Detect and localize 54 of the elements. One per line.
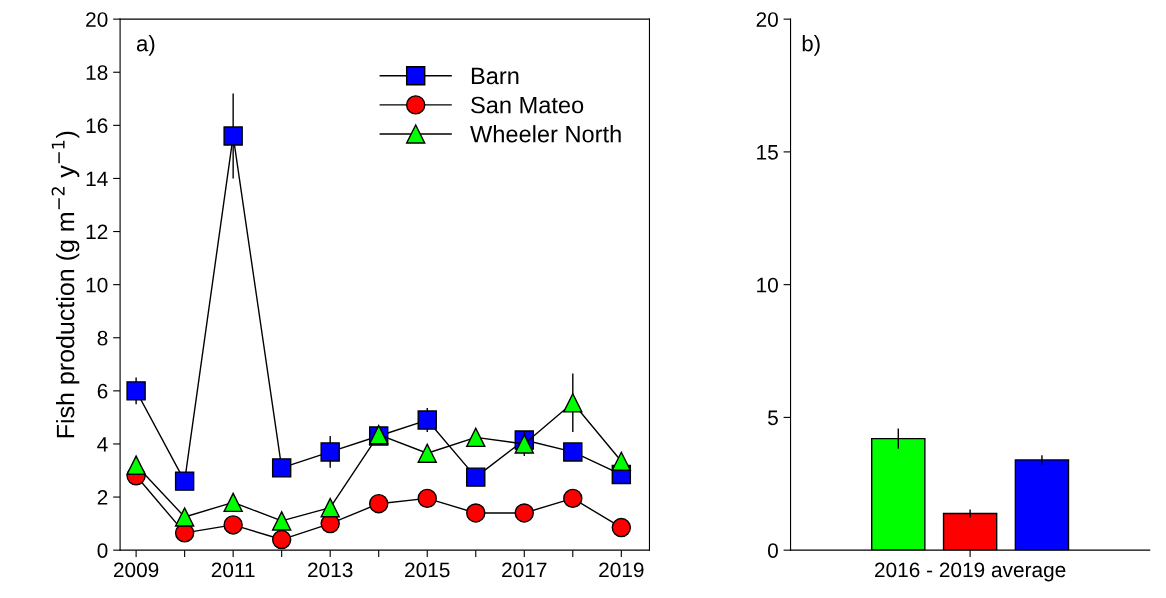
point bbox=[466, 467, 486, 487]
y-tick-label: 10 bbox=[757, 277, 778, 293]
point bbox=[271, 458, 292, 478]
point bbox=[174, 507, 195, 527]
point bbox=[320, 442, 340, 462]
point bbox=[417, 443, 437, 463]
point bbox=[611, 517, 632, 538]
y-tick-label: 20 bbox=[756, 12, 778, 27]
point bbox=[174, 471, 195, 491]
point bbox=[417, 410, 437, 430]
x-tick-label: 2015 bbox=[405, 562, 450, 578]
y-tick-label: 6 bbox=[97, 383, 108, 399]
x-tick-label: 2013 bbox=[308, 562, 353, 578]
point bbox=[126, 381, 146, 401]
y-tick-label: 4 bbox=[97, 437, 108, 452]
point bbox=[514, 503, 535, 523]
point bbox=[563, 442, 583, 462]
point bbox=[223, 492, 243, 513]
x-tick-label: 2019 bbox=[599, 562, 644, 578]
legend-label: Wheeler North bbox=[470, 125, 621, 143]
y-tick-label: 0 bbox=[97, 543, 108, 558]
text: a) bbox=[136, 35, 155, 56]
x-tick-label: 2011 bbox=[211, 562, 255, 578]
point bbox=[126, 455, 146, 475]
y-tick-label: 5 bbox=[767, 410, 778, 426]
text: b) bbox=[802, 35, 820, 56]
point bbox=[320, 497, 340, 518]
point bbox=[368, 493, 389, 514]
legend-label: Barn bbox=[471, 67, 519, 85]
legend-label: San Mateo bbox=[471, 96, 584, 114]
y-tick-label: 20 bbox=[86, 12, 108, 27]
point bbox=[223, 515, 243, 535]
point bbox=[417, 488, 437, 509]
y-tick-label: 10 bbox=[86, 277, 108, 293]
point bbox=[271, 529, 292, 550]
point bbox=[563, 393, 583, 413]
y-tick-label: 2 bbox=[97, 490, 108, 505]
point bbox=[563, 488, 583, 509]
point bbox=[611, 451, 632, 471]
y-tick-label: 0 bbox=[767, 543, 778, 558]
point bbox=[271, 511, 292, 531]
point bbox=[466, 427, 486, 448]
x-tick-label: 2009 bbox=[113, 562, 159, 578]
x-tick-label: 2016 - 2019 average bbox=[875, 562, 1066, 582]
y-axis-title: Fish production (g m$^{−2}$ y$^{−1}$) bbox=[51, 131, 80, 438]
y-tick-label: 16 bbox=[86, 118, 108, 134]
y-tick-label: 18 bbox=[86, 65, 108, 80]
y-tick-label: 8 bbox=[97, 330, 108, 346]
x-tick-label: 2017 bbox=[502, 562, 547, 578]
point bbox=[466, 503, 486, 523]
y-tick-label: 14 bbox=[86, 171, 108, 186]
y-tick-label: 15 bbox=[757, 145, 778, 160]
y-tick-label: 12 bbox=[86, 224, 108, 240]
point bbox=[223, 126, 243, 146]
